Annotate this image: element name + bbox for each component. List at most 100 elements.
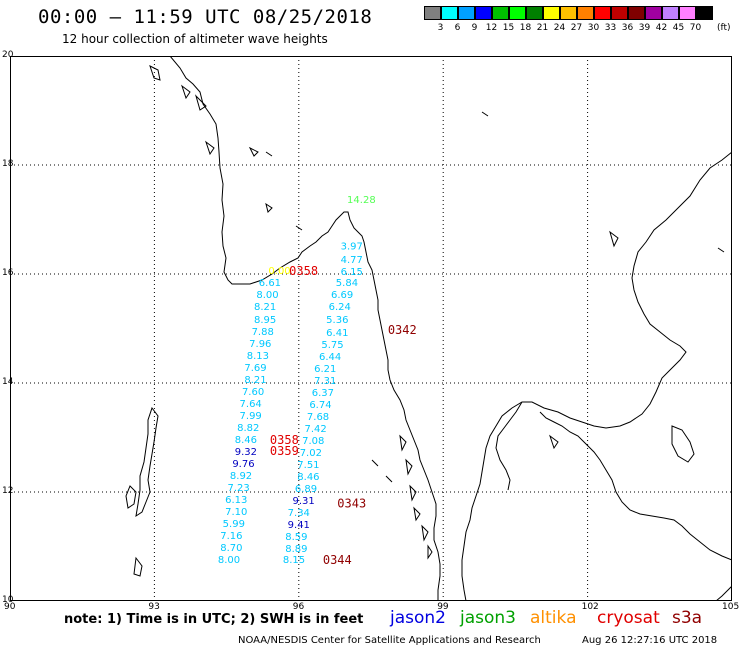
wave-height-label: 0.00 (268, 266, 290, 277)
lon-label: 90 (4, 602, 16, 612)
scale-swatch (509, 6, 526, 20)
wave-height-label: 7.08 (302, 436, 324, 447)
wave-height-label: 8.82 (237, 423, 259, 434)
wave-height-label: 6.69 (331, 290, 353, 301)
wave-height-label: 6.89 (295, 484, 317, 495)
wave-height-label: 6.37 (312, 388, 334, 399)
wave-height-label: 6.44 (319, 352, 341, 363)
scale-tick-label: 24 (553, 23, 566, 33)
scale-tick-label: 21 (536, 23, 549, 33)
pass-time-label: 0342 (388, 323, 417, 337)
wave-height-label: 6.15 (341, 267, 363, 278)
coastline-gulf-upper (495, 401, 523, 491)
scale-swatch (645, 6, 662, 20)
scale-tick-label: 30 (587, 23, 600, 33)
page-subtitle: 12 hour collection of altimeter wave hei… (62, 32, 328, 46)
scale-swatch (458, 6, 475, 20)
lon-label: 99 (437, 602, 449, 612)
page-title: 00:00 – 11:59 UTC 08/25/2018 (38, 6, 373, 28)
scale-tick-label: 33 (604, 23, 617, 33)
wave-height-label: 8.21 (244, 375, 266, 386)
wave-height-label: 8.15 (283, 555, 305, 566)
scale-swatch (424, 6, 441, 20)
wave-height-label: 5.99 (223, 519, 245, 530)
wave-height-label: 7.23 (228, 483, 250, 494)
legend-item-s3a: s3a (672, 608, 703, 628)
scale-tick-label: 9 (471, 23, 478, 33)
lon-label: 105 (722, 602, 740, 612)
scale-tick-label: 18 (519, 23, 532, 33)
coastline (125, 56, 732, 601)
island-gulf-small (481, 111, 725, 450)
wave-height-label: 9.31 (292, 496, 314, 507)
wave-height-label: 7.42 (305, 424, 327, 435)
scale-tick-label: 6 (454, 23, 461, 33)
lat-label: 10 (2, 595, 14, 605)
wave-height-label: 8.13 (247, 351, 269, 362)
wave-height-label: 6.41 (326, 328, 348, 339)
scale-swatch (560, 6, 577, 20)
coastline-vietnam-south (715, 585, 732, 601)
legend-item-altika: altika (530, 608, 577, 628)
wave-height-label: 6.13 (225, 495, 247, 506)
pass-time-label: 0358 (289, 264, 318, 278)
wave-height-label: 7.51 (297, 460, 319, 471)
graticule (10, 56, 732, 601)
scale-tick-label: 3 (437, 23, 444, 33)
lon-label: 102 (581, 602, 599, 612)
wave-height-label: 9.41 (288, 520, 310, 531)
wave-height-label: 8.95 (254, 315, 276, 326)
wave-height-label: 7.02 (300, 448, 322, 459)
wave-height-label: 8.92 (230, 471, 252, 482)
scale-swatch (696, 6, 713, 20)
scale-swatch (492, 6, 509, 20)
wave-height-label: 7.96 (249, 339, 271, 350)
lon-label: 93 (148, 602, 160, 612)
scale-unit-label: (ft) (717, 23, 731, 33)
scale-tick-label: 39 (638, 23, 651, 33)
wave-height-label: 7.64 (240, 399, 262, 410)
wave-height-label: 7.60 (242, 387, 264, 398)
scale-tick-label: 70 (689, 23, 702, 33)
wave-height-label: 5.75 (321, 340, 343, 351)
wave-height-label: 14.28 (347, 195, 376, 206)
credit-text: NOAA/NESDIS Center for Satellite Applica… (238, 635, 541, 646)
scale-tick-label: 36 (621, 23, 634, 33)
wave-height-label: 7.31 (314, 376, 336, 387)
wave-height-label: 7.99 (240, 411, 262, 422)
wave-height-label: 3.97 (341, 241, 363, 252)
island-phu-quoc (671, 425, 695, 463)
wave-height-label: 8.46 (297, 472, 319, 483)
scale-tick-label: 12 (485, 23, 498, 33)
legend-item-jason2: jason2 (390, 608, 446, 628)
scale-swatch (628, 6, 645, 20)
coastline-andaman-islands (125, 406, 159, 577)
map-border (10, 56, 732, 601)
wave-height-label: 7.88 (252, 327, 274, 338)
coastline-mergui-archipelago (371, 434, 433, 560)
pass-time-label: 0343 (337, 496, 366, 510)
note-text: note: 1) Time is in UTC; 2) SWH is in fe… (64, 612, 364, 627)
scale-swatch (662, 6, 679, 20)
wave-height-label: 8.00 (218, 555, 240, 566)
lon-label: 96 (292, 602, 305, 612)
wave-height-label: 8.59 (285, 532, 307, 543)
wave-height-label: 4.77 (341, 255, 363, 266)
wave-height-label: 7.69 (244, 363, 266, 374)
scale-tick-label: 15 (502, 23, 515, 33)
coastline-gulf (461, 151, 732, 601)
lat-label: 20 (2, 50, 14, 60)
pass-time-label: 0359 (270, 444, 299, 458)
lat-label: 18 (2, 159, 14, 169)
map-frame: 14.28 3.97 4.776.155.846.696.24 5.36 6.415.7… (10, 56, 732, 601)
wave-height-label: 8.46 (235, 435, 257, 446)
wave-height-label: 6.21 (314, 364, 336, 375)
scale-tick-label: 45 (672, 23, 685, 33)
wave-height-label: 9.76 (232, 459, 254, 470)
wave-height-label: 8.21 (254, 302, 276, 313)
wave-height-label: 5.84 (336, 278, 358, 289)
wave-height-label: 6.61 (259, 278, 281, 289)
scale-swatch (543, 6, 560, 20)
